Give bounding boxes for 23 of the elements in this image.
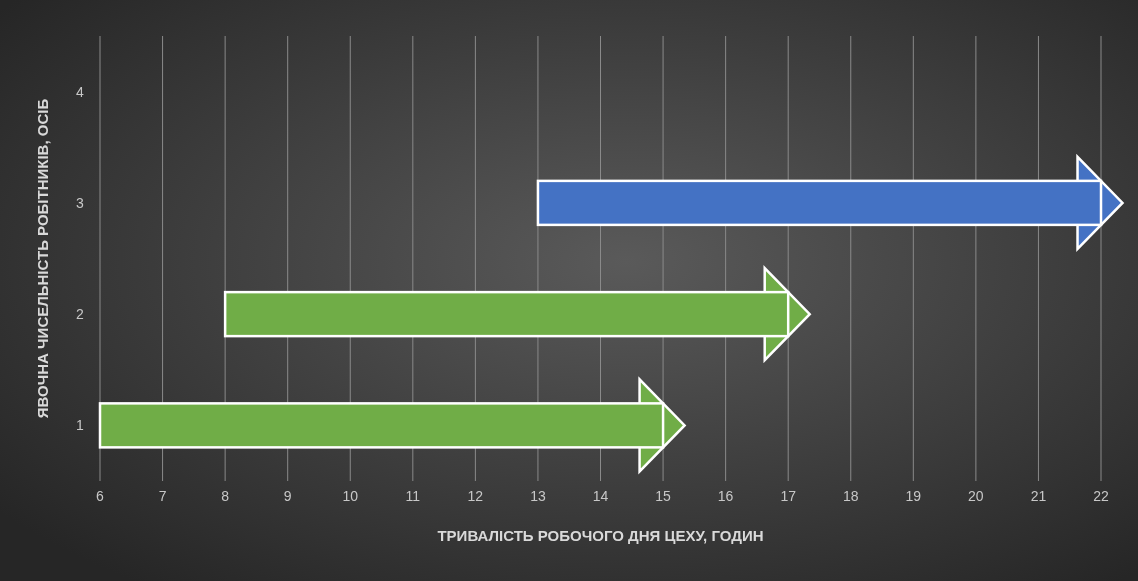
- x-tick-label: 18: [842, 488, 859, 504]
- x-tick-label: 15: [655, 488, 672, 504]
- x-tick-label: 11: [405, 488, 421, 504]
- y-axis-title: ЯВОЧНА ЧИСЕЛЬНІСТЬ РОБІТНИКІВ, ОСІБ: [34, 98, 51, 419]
- x-tick-label: 13: [530, 488, 546, 504]
- y-tick-label: 2: [76, 306, 85, 323]
- x-tick-label: 7: [158, 488, 167, 504]
- y-tick-label: 3: [76, 194, 85, 211]
- y-tick-label: 4: [76, 83, 85, 100]
- x-tick-label: 20: [968, 488, 984, 504]
- x-tick-label: 10: [342, 488, 359, 504]
- x-tick-label: 8: [221, 488, 230, 504]
- x-tick-label: 9: [283, 488, 292, 504]
- x-tick-label: 17: [780, 488, 797, 504]
- x-tick-label: 6: [96, 488, 105, 504]
- x-tick-label: 22: [1093, 488, 1109, 504]
- y-tick-label: 1: [76, 417, 85, 434]
- x-tick-label: 12: [467, 488, 484, 504]
- x-tick-label: 21: [1030, 488, 1047, 504]
- x-tick-label: 19: [905, 488, 922, 504]
- x-axis-title: ТРИВАЛІСТЬ РОБОЧОГО ДНЯ ЦЕХУ, ГОДИН: [437, 527, 764, 544]
- x-tick-label: 14: [592, 488, 609, 504]
- x-tick-label: 16: [717, 488, 734, 504]
